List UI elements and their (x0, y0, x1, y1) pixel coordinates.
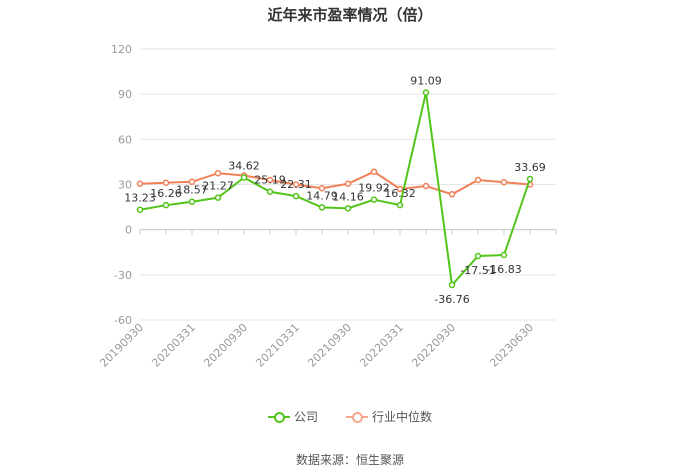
company-point (292, 192, 300, 200)
company-data-label: -17.51 (460, 264, 495, 277)
company-point (474, 252, 482, 260)
company-data-label: -36.76 (434, 293, 469, 306)
industry-point (500, 178, 508, 186)
company-point (526, 175, 534, 183)
y-tick-label: 60 (118, 133, 132, 146)
company-point (266, 188, 274, 195)
industry-point (474, 176, 482, 184)
legend-item-company[interactable]: 公司 (267, 408, 318, 425)
company-point (500, 251, 508, 259)
x-tick-label: 20190930 (97, 321, 146, 370)
y-tick-label: 120 (111, 43, 132, 56)
legend-label-company: 公司 (293, 410, 318, 424)
company-data-label: 34.62 (228, 160, 260, 173)
y-tick-label: 90 (118, 88, 132, 101)
y-tick-label: -60 (114, 314, 132, 327)
company-data-label: 25.19 (254, 174, 286, 187)
company-point (136, 206, 144, 213)
x-tick-label: 20200930 (201, 321, 250, 370)
industry-line (139, 170, 531, 196)
industry-point (162, 179, 170, 186)
x-tick-label: 20210331 (253, 321, 302, 370)
industry-point (448, 191, 456, 198)
company-data-label: 19.92 (358, 182, 390, 195)
y-tick-label: 30 (118, 179, 132, 192)
company-point (448, 281, 456, 289)
company-point (162, 201, 170, 209)
data-source: 数据来源：恒生聚源 (295, 453, 404, 467)
legend-swatch-company (267, 411, 290, 423)
company-data-label: 33.69 (514, 161, 546, 174)
industry-point (136, 180, 144, 187)
x-tick-label: 20210930 (305, 321, 354, 370)
industry-point (422, 182, 430, 190)
x-tick-label: 20220930 (409, 321, 458, 370)
chart-title: 近年来市盈率情况（倍） (267, 6, 433, 24)
company-point (396, 201, 404, 209)
y-tick-label: 0 (125, 224, 132, 237)
company-data-label: 16.32 (384, 187, 416, 200)
company-data-label: -16.83 (486, 263, 521, 276)
company-point (422, 89, 430, 96)
company-point (318, 204, 326, 211)
company-data-label: 18.57 (176, 184, 208, 197)
industry-point (266, 176, 274, 184)
industry-point (318, 185, 326, 192)
industry-point (188, 178, 196, 186)
company-point (344, 205, 352, 212)
legend-label-industry: 行业中位数 (372, 410, 433, 424)
x-tick-label: 20220331 (357, 321, 406, 370)
company-data-label: 22.31 (280, 178, 312, 191)
company-data-label: 16.26 (150, 187, 182, 200)
company-data-label: 13.23 (124, 192, 156, 205)
company-data-label: 21.27 (202, 180, 234, 193)
industry-point (214, 169, 222, 177)
industry-point (344, 180, 352, 187)
x-tick-label: 20200331 (149, 321, 198, 370)
company-point (188, 198, 196, 205)
company-point (214, 194, 222, 201)
company-line (139, 92, 531, 288)
legend: 公司 行业中位数 (0, 408, 700, 425)
company-data-label: 14.79 (306, 189, 338, 202)
company-data-label: 14.16 (332, 190, 364, 203)
y-tick-label: -30 (114, 269, 132, 282)
company-point (240, 174, 248, 181)
industry-point (292, 181, 300, 188)
industry-point (370, 168, 378, 175)
company-point (370, 196, 378, 203)
company-data-label: 91.09 (410, 75, 442, 88)
x-tick-label: 20230630 (487, 321, 536, 370)
industry-point (396, 185, 404, 193)
legend-item-industry[interactable]: 行业中位数 (346, 408, 432, 425)
legend-swatch-industry (346, 411, 368, 423)
